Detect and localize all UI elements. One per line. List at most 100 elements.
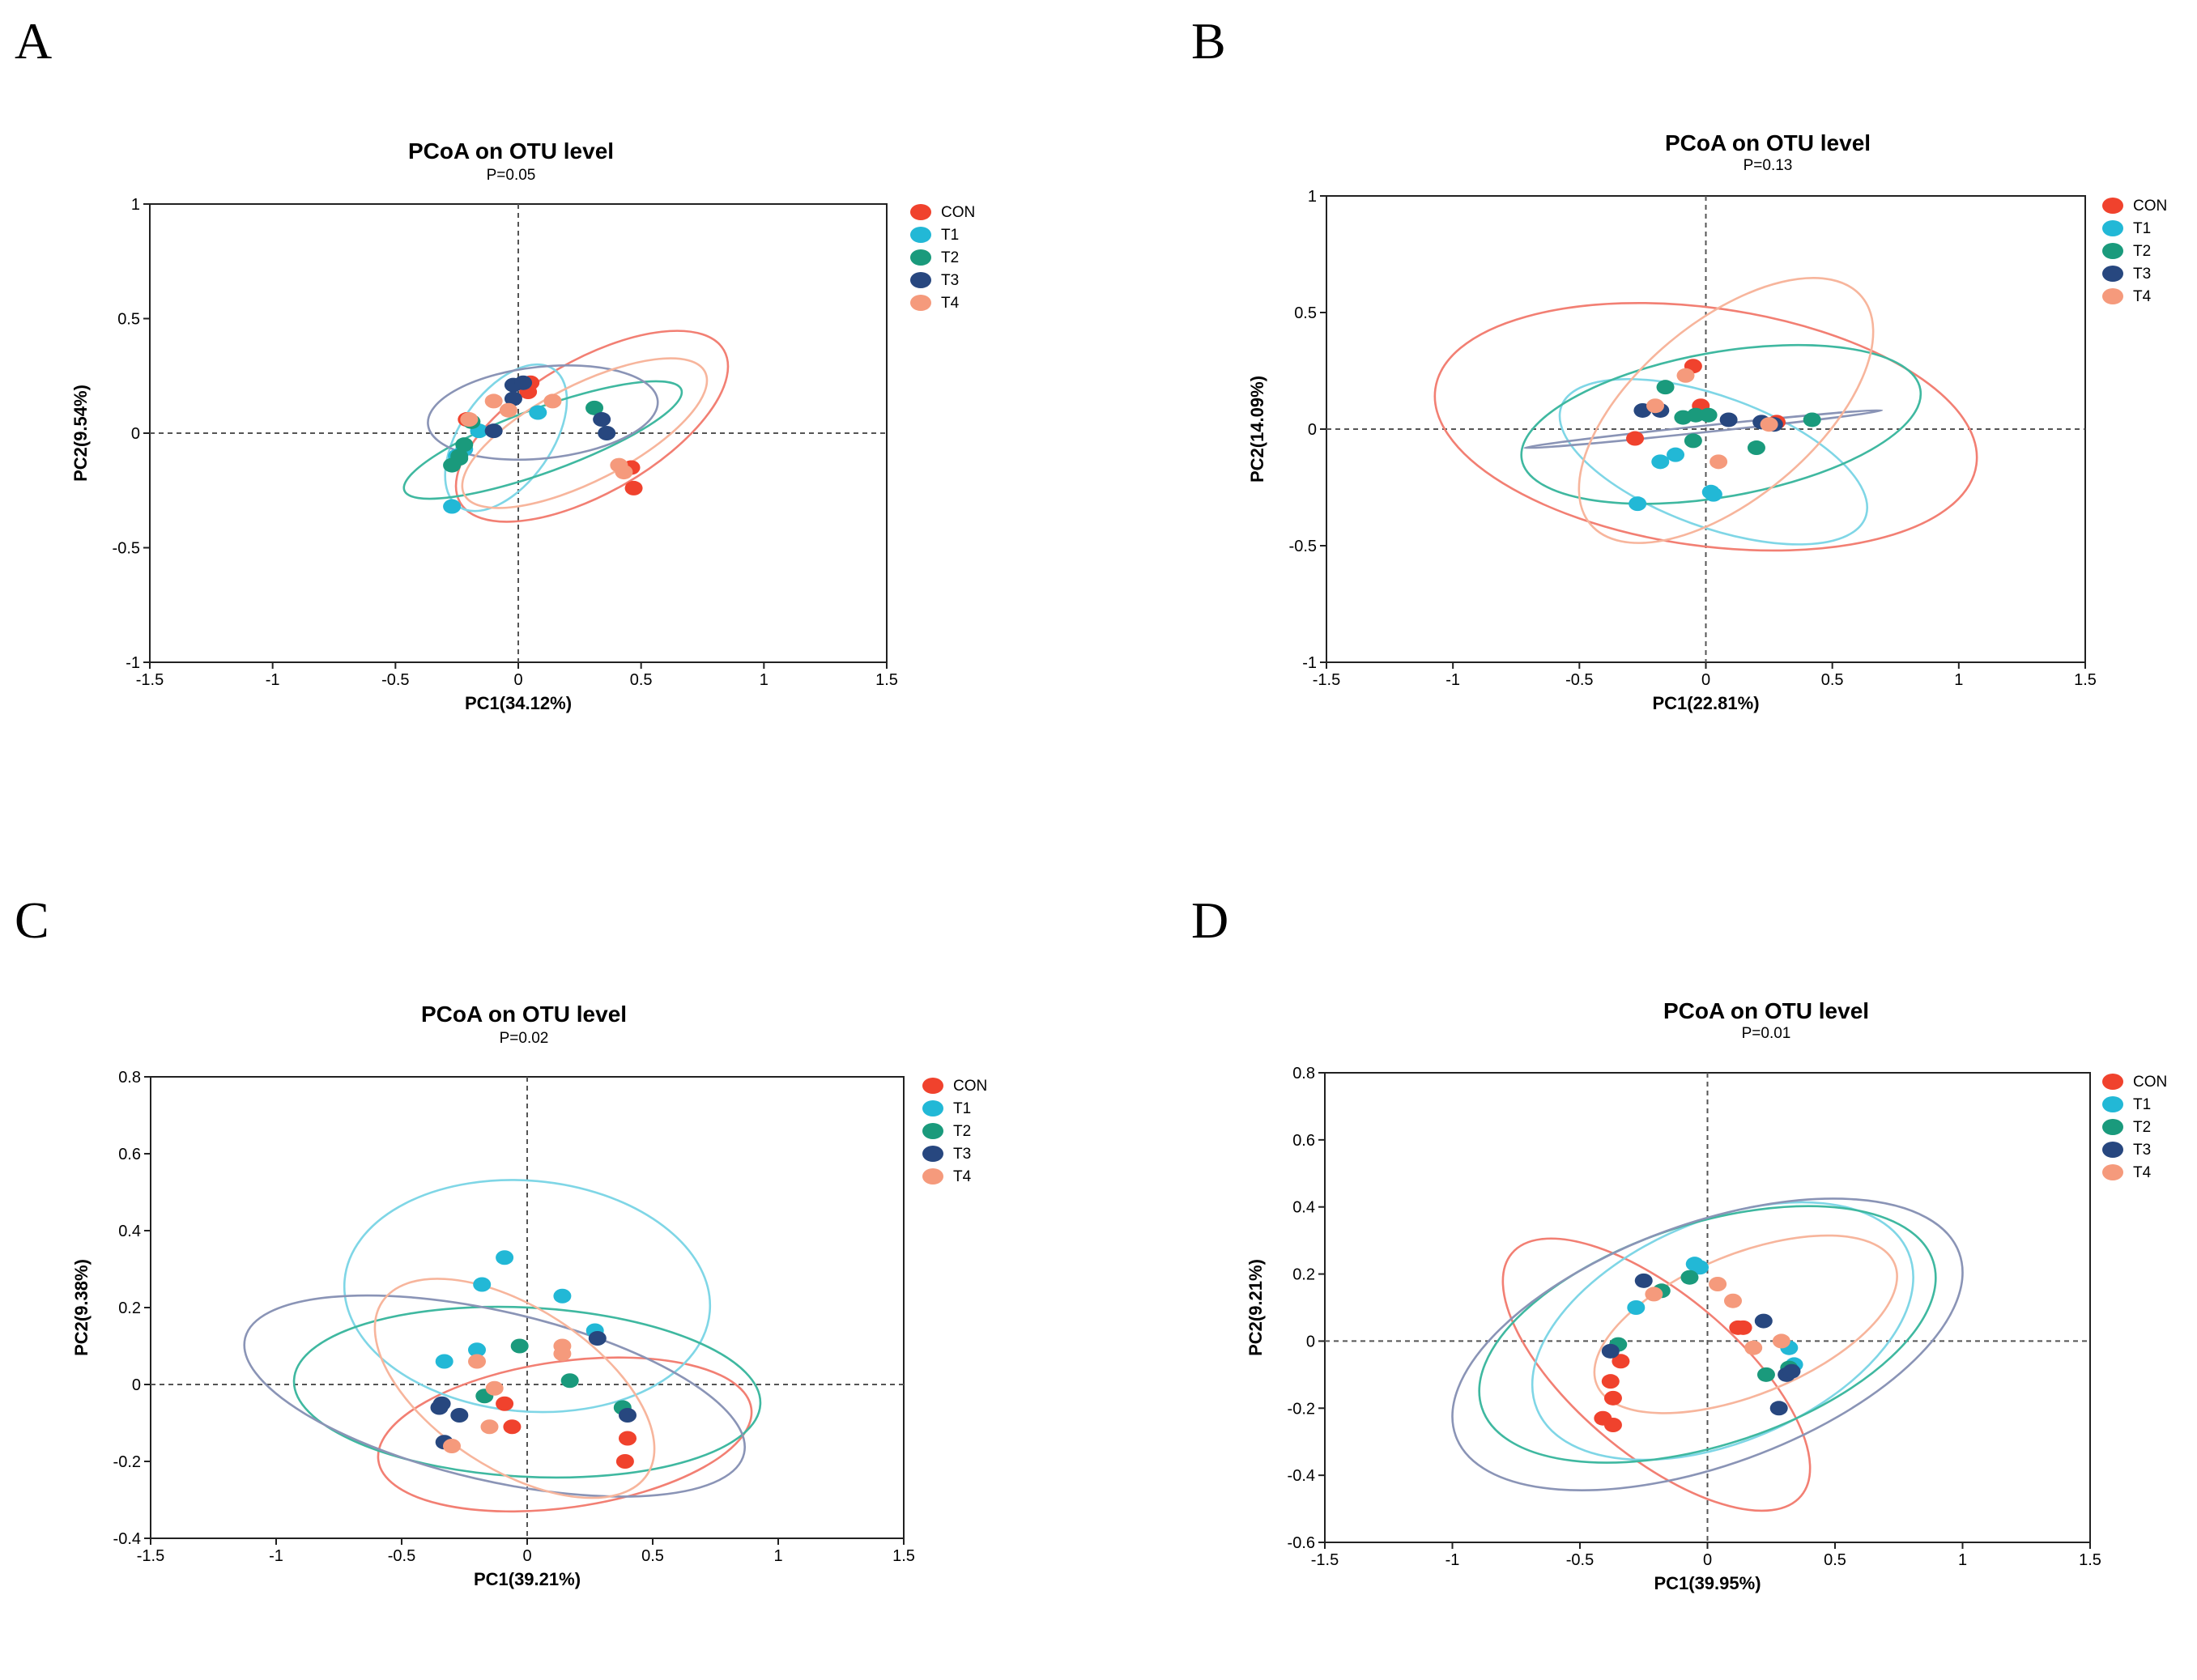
legend-marker-t2 xyxy=(922,1123,943,1139)
legend-label-t3: T3 xyxy=(953,1146,971,1163)
data-point-con xyxy=(1612,1354,1630,1369)
chart-subtitle: P=0.02 xyxy=(500,1030,549,1047)
data-point-t1 xyxy=(529,405,547,420)
data-point-t3 xyxy=(588,1331,607,1346)
legend-label-con: CON xyxy=(2133,1074,2167,1091)
data-point-t4 xyxy=(468,1354,486,1369)
x-tick-label: 1 xyxy=(1954,671,1963,689)
data-point-t1 xyxy=(1667,447,1685,462)
y-tick-label: -0.4 xyxy=(113,1530,141,1548)
x-tick-label: 1 xyxy=(773,1547,782,1565)
legend-marker-t3 xyxy=(910,272,931,288)
data-point-t3 xyxy=(1634,1273,1653,1288)
legend-marker-t2 xyxy=(2102,243,2123,259)
x-axis-label: PC1(34.12%) xyxy=(465,693,572,713)
legend-marker-t1 xyxy=(2102,220,2123,236)
data-point-t2 xyxy=(1680,1270,1699,1285)
data-point-t3 xyxy=(598,426,616,440)
data-point-t4 xyxy=(460,412,479,427)
y-axis-label: PC2(14.09%) xyxy=(1247,376,1267,483)
chart-subtitle: P=0.01 xyxy=(1742,1025,1791,1042)
data-point-con xyxy=(1626,431,1645,446)
data-point-t2 xyxy=(1747,440,1765,456)
legend-marker-t4 xyxy=(922,1168,943,1185)
confidence-ellipse-t2 xyxy=(1520,343,1922,505)
y-tick-label: 0.5 xyxy=(1294,304,1317,322)
data-point-con xyxy=(1603,1390,1622,1406)
y-tick-label: -1 xyxy=(1302,654,1317,672)
confidence-ellipse-t4 xyxy=(461,357,709,509)
data-point-t1 xyxy=(1627,1300,1646,1315)
x-tick-label: -1 xyxy=(1446,671,1460,689)
legend-label-con: CON xyxy=(953,1078,987,1095)
data-point-t2 xyxy=(1756,1367,1775,1382)
legend-marker-con xyxy=(2102,198,2123,214)
confidence-ellipse-t3 xyxy=(1523,409,1884,449)
data-point-t2 xyxy=(1803,412,1821,427)
y-tick-label: 0.8 xyxy=(118,1069,141,1087)
data-point-t4 xyxy=(1709,454,1728,470)
data-point-t4 xyxy=(1744,1340,1763,1355)
legend-marker-t3 xyxy=(2102,1142,2123,1158)
data-point-t3 xyxy=(504,391,522,406)
data-point-t4 xyxy=(1676,368,1695,383)
panel-letter: D xyxy=(1191,891,1228,949)
confidence-ellipse-con xyxy=(377,1356,753,1513)
x-tick-label: 1.5 xyxy=(2074,671,2097,689)
chart-title: PCoA on OTU level xyxy=(408,138,614,164)
data-point-t3 xyxy=(450,1408,469,1423)
data-point-t3 xyxy=(484,423,503,439)
data-point-t1 xyxy=(553,1288,572,1304)
data-point-t1 xyxy=(1691,1260,1709,1275)
y-axis-label: PC2(9.38%) xyxy=(71,1259,92,1356)
legend-marker-t1 xyxy=(2102,1096,2123,1112)
data-point-t2 xyxy=(1687,407,1705,423)
y-tick-label: -1 xyxy=(126,654,140,672)
y-tick-label: -0.5 xyxy=(113,540,140,558)
x-tick-label: -0.5 xyxy=(388,1547,415,1565)
data-point-t4 xyxy=(480,1419,499,1435)
legend-label-t1: T1 xyxy=(941,227,959,244)
legend-marker-t1 xyxy=(910,227,931,243)
data-point-t2 xyxy=(450,451,469,466)
x-tick-label: -0.5 xyxy=(381,671,409,689)
data-point-con xyxy=(1601,1374,1620,1389)
x-tick-label: 0.5 xyxy=(641,1547,664,1565)
y-tick-label: 0.6 xyxy=(1292,1132,1315,1150)
x-tick-label: -0.5 xyxy=(1565,671,1593,689)
x-tick-label: -1.5 xyxy=(137,1547,164,1565)
confidence-ellipse-t2 xyxy=(292,1305,762,1479)
y-tick-label: 0.4 xyxy=(1292,1199,1315,1217)
data-point-t4 xyxy=(553,1346,572,1361)
legend-label-t4: T4 xyxy=(953,1168,972,1185)
x-tick-label: 1.5 xyxy=(875,671,898,689)
x-tick-label: -0.5 xyxy=(1566,1551,1594,1569)
data-point-con xyxy=(624,480,643,495)
data-point-t4 xyxy=(615,465,633,480)
data-point-con xyxy=(619,1431,637,1446)
legend-marker-t2 xyxy=(2102,1119,2123,1135)
pcoa-panel-a: A PCoA on OTU level P=0.05 -1.5 -1 -0.5 0 0.5 1 1… xyxy=(0,0,1098,797)
data-point-con xyxy=(503,1419,522,1435)
y-tick-label: 1 xyxy=(131,196,140,214)
legend-label-t2: T2 xyxy=(2133,243,2151,260)
pcoa-chart-svg: C PCoA on OTU level P=0.02 -1.5 -1 -0.5 0 0.5 1 1… xyxy=(15,891,987,1589)
data-point-t1 xyxy=(1651,454,1670,470)
data-point-t1 xyxy=(443,499,462,514)
legend-marker-t4 xyxy=(910,295,931,311)
pcoa-panel-b: B PCoA on OTU level P=0.13 -1.5 -1 -0.5 0 0.5 1 1… xyxy=(1098,0,2196,797)
data-point-t4 xyxy=(1645,1287,1663,1302)
y-tick-label: 0 xyxy=(132,1376,141,1394)
panel-letter: B xyxy=(1191,12,1226,70)
legend-label-t4: T4 xyxy=(2133,288,2152,305)
confidence-ellipse-t1 xyxy=(1558,377,1869,546)
data-point-t2 xyxy=(1699,407,1718,423)
y-tick-label: 0.5 xyxy=(117,311,140,329)
confidence-ellipse-t3 xyxy=(427,364,659,461)
legend-label-t2: T2 xyxy=(941,249,959,266)
data-point-t4 xyxy=(1772,1333,1790,1349)
chart-title: PCoA on OTU level xyxy=(1665,130,1871,155)
confidence-ellipse-con xyxy=(1501,1237,1812,1512)
x-tick-label: 0 xyxy=(513,671,522,689)
